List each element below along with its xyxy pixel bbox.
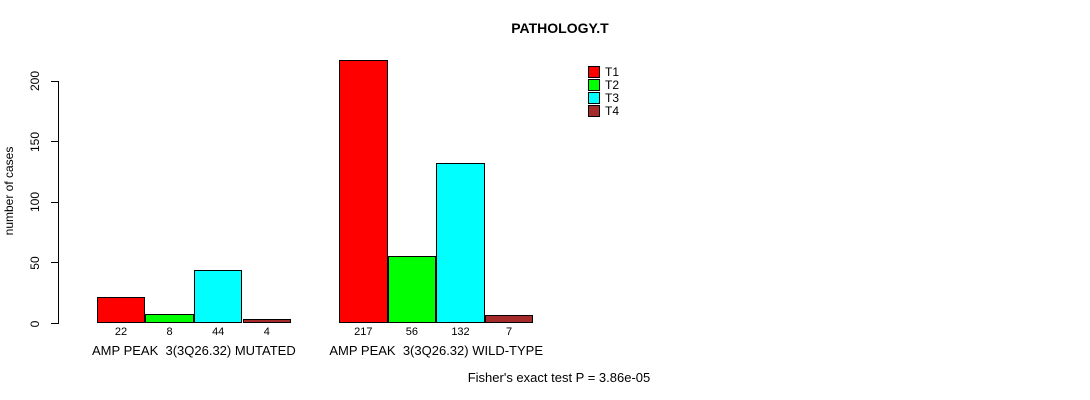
y-axis-tick — [51, 201, 58, 203]
bar-t1-group2 — [339, 60, 388, 324]
bar-value-label: 132 — [451, 326, 470, 338]
bar-t4-group2 — [484, 315, 534, 324]
bar-value-label: 44 — [212, 326, 225, 338]
y-axis-tick-label: 0 — [28, 320, 42, 327]
legend-label-t3: T3 — [605, 91, 620, 105]
legend-label-t2: T2 — [605, 78, 620, 92]
y-axis-tick-label: 50 — [28, 256, 42, 270]
legend-swatch-t3 — [588, 92, 600, 104]
bar-t2-group2 — [387, 255, 437, 324]
bar-t3-group2 — [436, 163, 485, 324]
legend-swatch-t2 — [588, 79, 600, 91]
bar-value-label: 56 — [405, 326, 419, 338]
y-axis-line — [58, 81, 59, 324]
legend-swatch-t1 — [588, 66, 600, 78]
x-category-label-1: AMP PEAK 3(3Q26.32) MUTATED — [92, 343, 296, 358]
bar-t1-group1 — [96, 296, 146, 324]
y-axis-tick — [51, 80, 58, 82]
bar-value-label: 22 — [114, 326, 128, 338]
y-axis-tick-label: 100 — [28, 192, 42, 213]
annotation-fisher-test: Fisher's exact test P = 3.86e-05 — [467, 370, 651, 385]
bar-value-label: 7 — [506, 326, 513, 338]
bar-t3-group1 — [193, 270, 243, 324]
y-axis-tick-label: 150 — [28, 131, 42, 152]
x-category-label-2: AMP PEAK 3(3Q26.32) WILD-TYPE — [329, 343, 543, 358]
legend-swatch-t4 — [588, 105, 600, 117]
legend-label-t4: T4 — [605, 104, 620, 118]
y-axis-tick-label: 200 — [28, 70, 42, 92]
y-axis-tick — [51, 323, 58, 324]
bar-value-label: 217 — [354, 326, 373, 338]
bar-t2-group1 — [145, 313, 194, 324]
bar-value-label: 4 — [263, 326, 270, 338]
y-axis-tick — [51, 262, 58, 264]
bar-value-label: 8 — [166, 326, 173, 338]
bar-t4-group1 — [242, 318, 292, 324]
chart-title: PATHOLOGY.T — [511, 20, 609, 36]
legend-label-t1: T1 — [605, 65, 620, 79]
y-axis-title: number of cases — [2, 146, 16, 236]
y-axis-tick — [51, 141, 58, 143]
